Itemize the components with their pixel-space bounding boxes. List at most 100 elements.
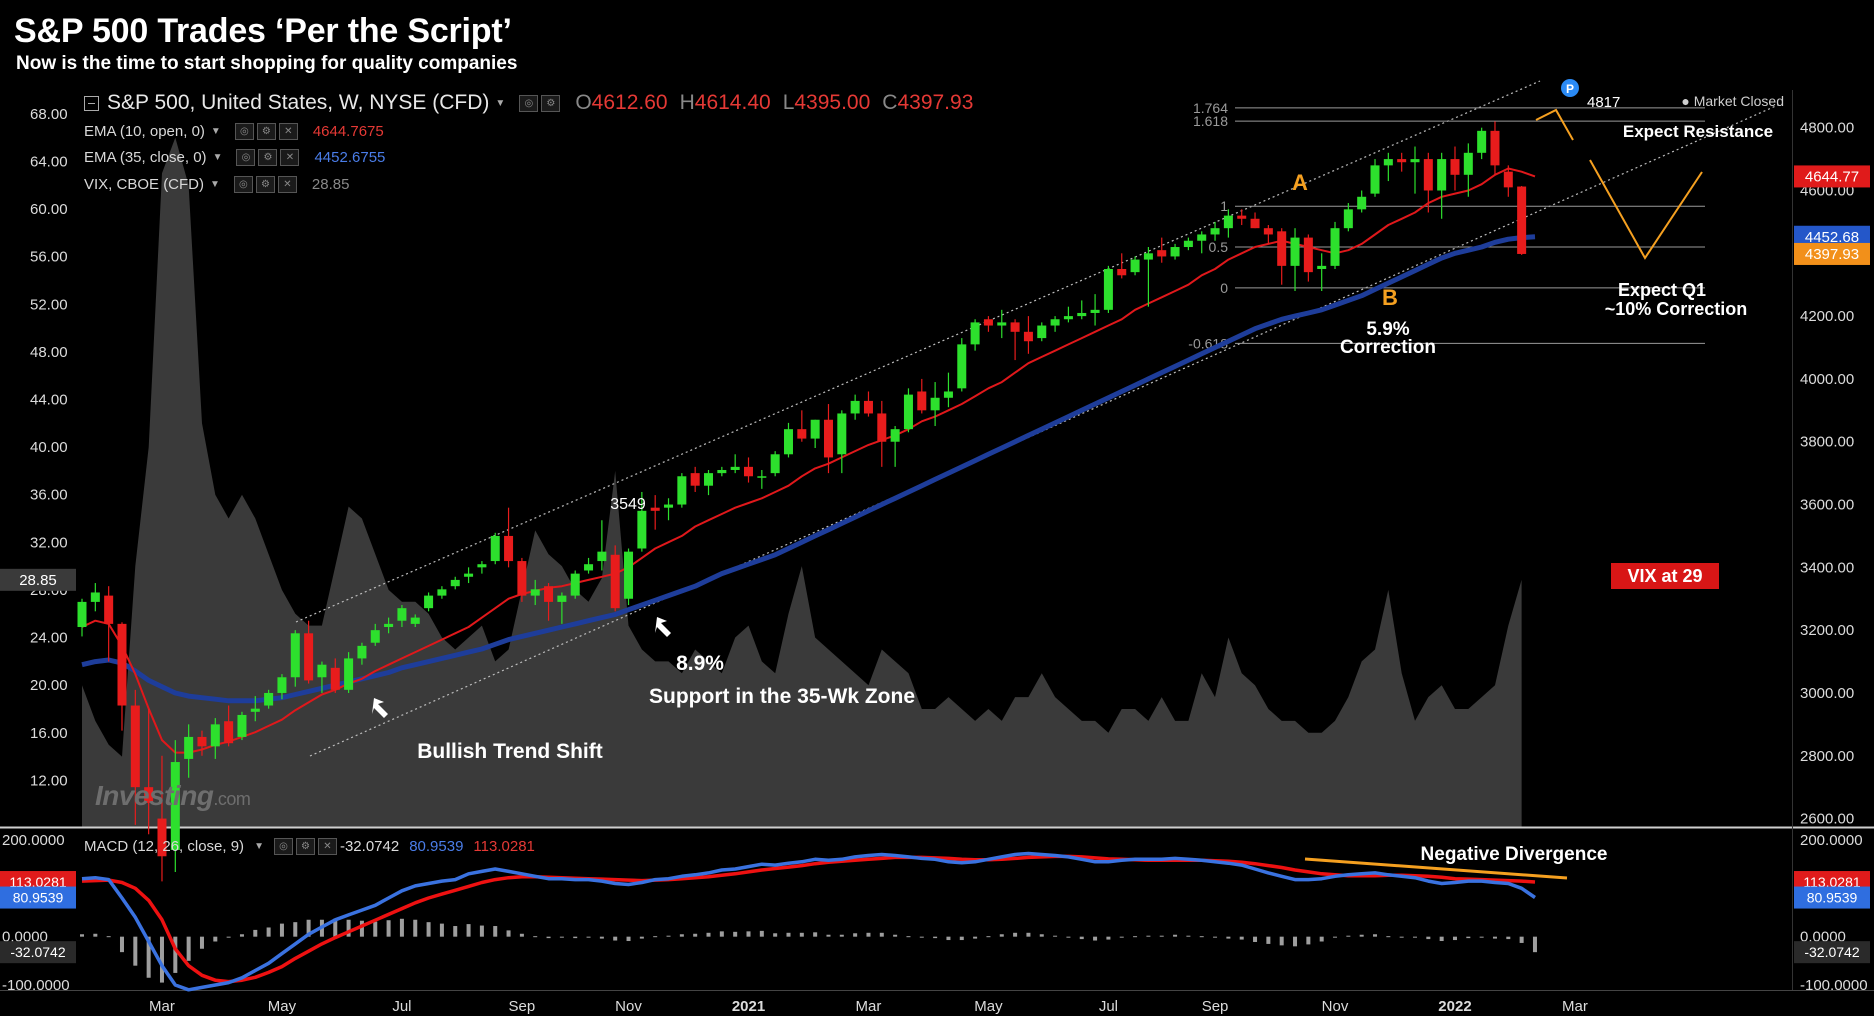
eye-icon[interactable]: ◎ — [519, 94, 539, 112]
macd-histogram-bar — [519, 933, 524, 937]
settings-icon[interactable]: ⚙ — [295, 838, 315, 855]
macd-histogram-bar — [706, 932, 711, 937]
candle-body — [997, 322, 1007, 326]
candle-body — [450, 579, 460, 587]
candle-body — [717, 469, 727, 474]
macd-histogram-bar — [453, 926, 458, 937]
macd-histogram-bar — [1133, 936, 1138, 938]
candle-body — [863, 400, 873, 414]
macd-histogram-bar — [1306, 936, 1311, 945]
vix-label[interactable]: VIX, CBOE (CFD) — [84, 175, 205, 193]
candle-body — [1277, 231, 1287, 266]
fib-label: 0 — [1220, 280, 1228, 296]
macd-histogram-bar — [1413, 936, 1417, 938]
macd-histogram-bar — [986, 936, 991, 938]
x-axis-tick: Nov — [615, 998, 642, 1015]
macd-histogram-bar — [266, 927, 271, 937]
collapse-icon[interactable] — [84, 95, 99, 111]
candle-body — [903, 394, 913, 430]
candle-body — [477, 564, 487, 568]
eye-icon[interactable]: ◎ — [233, 175, 253, 193]
candle-body — [250, 708, 260, 712]
annotation-support-pct: 8.9% — [676, 652, 724, 675]
macd-histogram-bar — [933, 936, 938, 939]
macd-histogram-bar — [1173, 934, 1178, 937]
eye-icon[interactable]: ◎ — [273, 838, 293, 855]
settings-icon[interactable]: ⚙ — [541, 94, 561, 112]
close-icon[interactable]: ✕ — [280, 148, 300, 166]
ema10-label[interactable]: EMA (10, open, 0) — [84, 122, 205, 140]
settings-icon[interactable]: ⚙ — [258, 148, 278, 166]
close-icon[interactable]: ✕ — [278, 122, 298, 140]
close-icon[interactable]: ✕ — [317, 838, 337, 855]
eye-icon[interactable]: ◎ — [234, 122, 254, 140]
macd-hist-tag-right-bg — [1794, 941, 1870, 964]
ohlc-open: O4612.60 — [575, 91, 668, 114]
chevron-down-icon[interactable]: ▼ — [212, 151, 223, 163]
macd-histogram-bar — [106, 936, 111, 938]
candle-body — [1330, 228, 1340, 266]
chevron-down-icon[interactable]: ▼ — [210, 178, 220, 190]
settings-icon[interactable]: ⚙ — [256, 122, 276, 140]
candle-body — [1263, 228, 1273, 235]
annotation-support-label: Support in the 35-Wk Zone — [649, 685, 915, 708]
settings-icon[interactable]: ⚙ — [255, 175, 275, 193]
macd-histogram-bar — [653, 936, 658, 938]
macd-histogram-bar — [759, 930, 764, 937]
instrument-legend: S&P 500, United States, W, NYSE (CFD) ▼ … — [84, 91, 973, 114]
chevron-down-icon[interactable]: ▼ — [495, 97, 506, 109]
axis-layer: 2600.00 2800.00 3000.00 3200.00 3400.00 3600.… — [0, 106, 1870, 1015]
candle-body — [1183, 240, 1193, 248]
right-axis-tick: 2800.00 — [1800, 748, 1854, 765]
macd-histogram-bar — [239, 934, 244, 937]
macd-signal-line — [81, 854, 1536, 984]
candle-body — [277, 677, 287, 693]
candle-body — [104, 595, 114, 624]
ema35-line — [81, 234, 1536, 704]
macd-line-value: 80.9539 — [409, 838, 464, 855]
macd-histogram-bar — [893, 934, 898, 937]
macd-histogram-bar — [1159, 935, 1164, 937]
eye-icon[interactable]: ◎ — [236, 148, 256, 166]
macd-line-tag-right-bg — [1794, 886, 1870, 909]
candle-body — [490, 535, 500, 562]
macd-histogram-bar — [1426, 936, 1431, 940]
macd-histogram-bar — [999, 934, 1004, 937]
macd-histogram-bar — [799, 932, 804, 937]
ema35-value: 4452.6755 — [314, 148, 386, 166]
candle-body — [410, 617, 420, 624]
arrow-support — [655, 617, 671, 637]
fib-label: 1 — [1220, 198, 1228, 214]
candle-body — [437, 589, 447, 596]
macd-line — [81, 851, 1536, 992]
right-axis-tick: 3800.00 — [1800, 434, 1854, 451]
candle-body — [1317, 265, 1327, 270]
macd-histogram-bar — [613, 936, 618, 941]
chart-subtitle: Now is the time to start shopping for qu… — [16, 53, 518, 74]
candle-body — [1237, 215, 1247, 219]
macd-legend: MACD (12, 26, close, 9) ▼ ◎ ⚙ ✕ -32.0742 8… — [84, 838, 545, 855]
ema35-price-tag-bg — [1794, 225, 1870, 248]
macd-label[interactable]: MACD (12, 26, close, 9) — [84, 838, 245, 855]
instrument-name[interactable]: S&P 500, United States, W, NYSE (CFD) — [107, 91, 490, 114]
chevron-down-icon[interactable]: ▼ — [254, 841, 264, 852]
candle-body — [1490, 130, 1500, 166]
macd-histogram-bar — [1506, 936, 1511, 940]
close-icon[interactable]: ✕ — [277, 175, 297, 193]
investing-watermark: Investing.com — [95, 780, 251, 812]
chevron-down-icon[interactable]: ▼ — [210, 125, 221, 137]
macd-hist-tag-right: -32.0742 — [1804, 944, 1859, 960]
candle-body — [1010, 322, 1020, 332]
candle-body — [517, 561, 527, 596]
candle-body — [544, 586, 554, 602]
macd-histogram-bar — [1466, 936, 1471, 939]
ema35-label[interactable]: EMA (35, close, 0) — [84, 148, 207, 166]
candle-body — [224, 721, 234, 744]
annotation-correction-target: ~10% Correction — [1605, 299, 1748, 319]
candle-body — [783, 429, 793, 455]
macd-histogram-bar — [959, 936, 964, 941]
macd-histogram-bar — [1106, 936, 1111, 940]
left-axis-tick: 56.00 — [30, 249, 68, 266]
candle-body — [304, 633, 314, 681]
right-axis-tick: 3600.00 — [1800, 497, 1854, 514]
